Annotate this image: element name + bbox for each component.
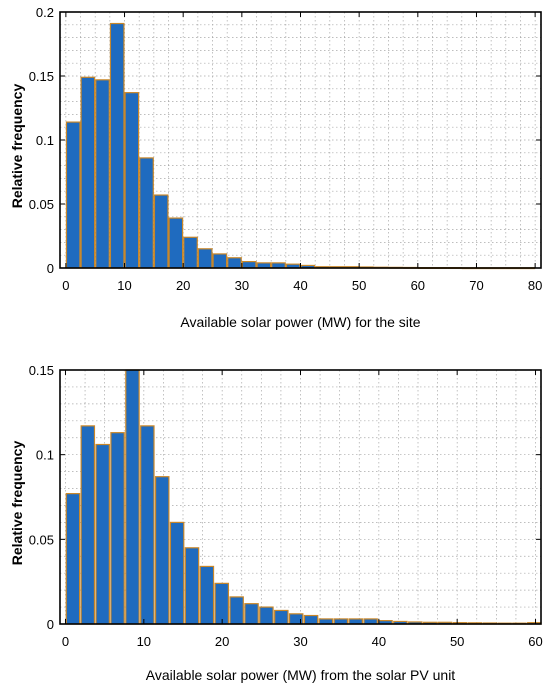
x-tick-label: 30: [293, 634, 307, 649]
bar: [274, 609, 289, 625]
x-tick-label: 0: [62, 278, 69, 293]
y-tick-label: 0: [47, 261, 54, 276]
bar: [153, 194, 169, 269]
y-axis-label: Relative frequency: [9, 84, 25, 209]
bar: [303, 614, 319, 625]
top-chart: 0 10 20 30 40 50 60 70 80 0 0.05 0.1 0.15 0.2 Availabl…: [9, 5, 542, 330]
x-tick-label: 40: [293, 278, 307, 293]
y-tick-label: 0.15: [29, 363, 54, 378]
x-tick-label: 60: [528, 634, 542, 649]
x-axis-label: Available solar power (MW) for the site: [180, 314, 420, 330]
bar: [140, 425, 155, 625]
bar: [95, 79, 110, 269]
bar: [65, 121, 81, 269]
bar: [169, 521, 185, 625]
x-tick-label: 0: [62, 634, 69, 649]
x-tick-label: 50: [450, 634, 464, 649]
y-axis-label: Relative frequency: [9, 441, 25, 566]
bar: [110, 432, 125, 625]
x-tick-label: 80: [528, 278, 542, 293]
bar: [125, 369, 140, 625]
bar: [109, 22, 125, 269]
y-tick-label: 0.15: [29, 69, 54, 84]
bar: [80, 76, 96, 269]
bar: [212, 253, 228, 269]
bar: [227, 257, 242, 269]
bar: [124, 92, 140, 269]
x-tick-label: 20: [176, 278, 190, 293]
x-tick-label: 70: [469, 278, 483, 293]
y-tick-label: 0.05: [29, 532, 54, 547]
bar: [199, 565, 215, 625]
x-tick-label: 60: [411, 278, 425, 293]
bar: [241, 261, 257, 269]
x-tick-label: 20: [215, 634, 229, 649]
bar: [80, 425, 96, 625]
bar: [65, 493, 81, 625]
y-tick-label: 0.1: [36, 448, 54, 463]
bar: [139, 157, 154, 269]
bars: [65, 369, 542, 625]
bar: [154, 476, 170, 625]
bottom-chart: 0 10 20 30 40 50 60 0 0.05 0.1 0.15 Available solar…: [9, 363, 543, 683]
bar: [214, 582, 230, 625]
x-tick-label: 10: [117, 278, 131, 293]
y-tick-label: 0.05: [29, 197, 54, 212]
x-tick-label: 30: [235, 278, 249, 293]
bar: [259, 606, 274, 625]
bar: [168, 217, 184, 269]
y-tick-label: 0: [47, 617, 54, 632]
y-tick-label: 0.1: [36, 133, 54, 148]
x-tick-label: 10: [137, 634, 151, 649]
x-tick-label: 40: [372, 634, 386, 649]
y-tick-label: 0.2: [36, 5, 54, 20]
x-axis-label: Available solar power (MW) from the sola…: [146, 667, 456, 683]
x-tick-label: 50: [352, 278, 366, 293]
bar: [244, 603, 259, 625]
bar: [197, 248, 213, 269]
bar: [95, 443, 110, 625]
bar: [184, 547, 200, 625]
bar: [183, 236, 198, 269]
bar: [229, 596, 244, 625]
